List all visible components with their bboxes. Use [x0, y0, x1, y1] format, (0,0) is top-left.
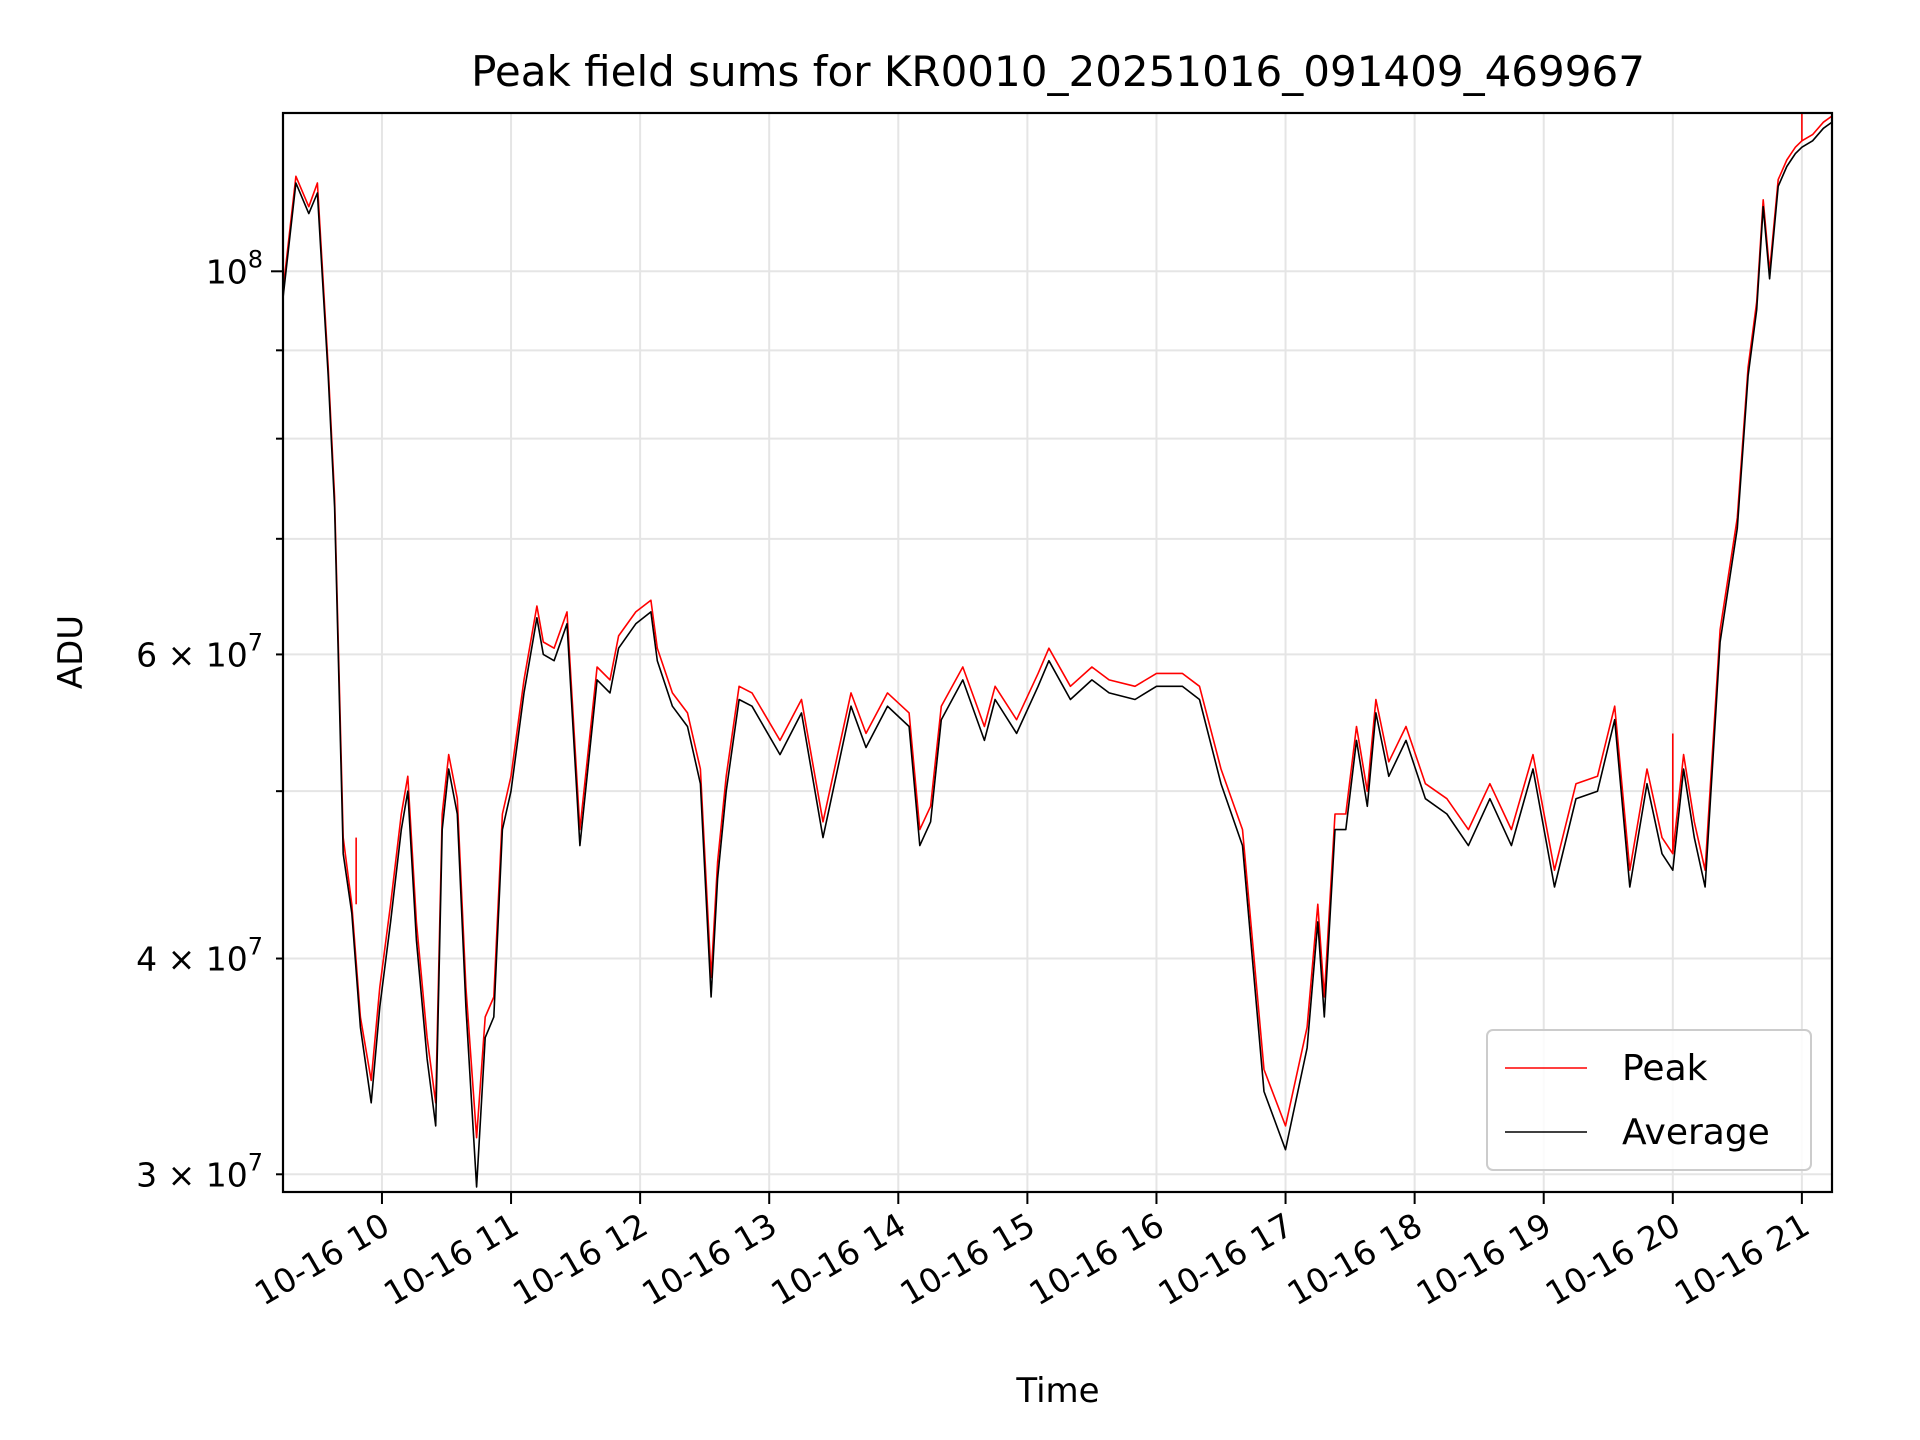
- series-line-average: [283, 121, 1832, 1188]
- x-axis-label: Time: [1015, 1371, 1099, 1411]
- y-tick-label: 4 × 107: [136, 933, 263, 979]
- legend-label-average: Average: [1622, 1112, 1770, 1153]
- legend-box: [1486, 1029, 1812, 1171]
- plot-frame: [281, 111, 1834, 1194]
- plot-lines: [283, 113, 1832, 1188]
- y-tick-label: 6 × 107: [136, 628, 263, 674]
- legend: Peak Average: [1486, 1029, 1812, 1171]
- series-line-peak: [283, 115, 1832, 1139]
- y-axis: 108 3 × 107 4 × 107 6 × 107: [136, 245, 283, 1194]
- y-tick-label: 3 × 107: [136, 1148, 263, 1194]
- chart-title: Peak field sums for KR0010_20251016_0914…: [471, 47, 1645, 96]
- y-axis-label: ADU: [51, 615, 91, 689]
- grid: [283, 113, 1832, 1192]
- series-group: [283, 113, 1832, 1188]
- legend-label-peak: Peak: [1622, 1048, 1708, 1089]
- y-tick-label: 108: [206, 245, 263, 291]
